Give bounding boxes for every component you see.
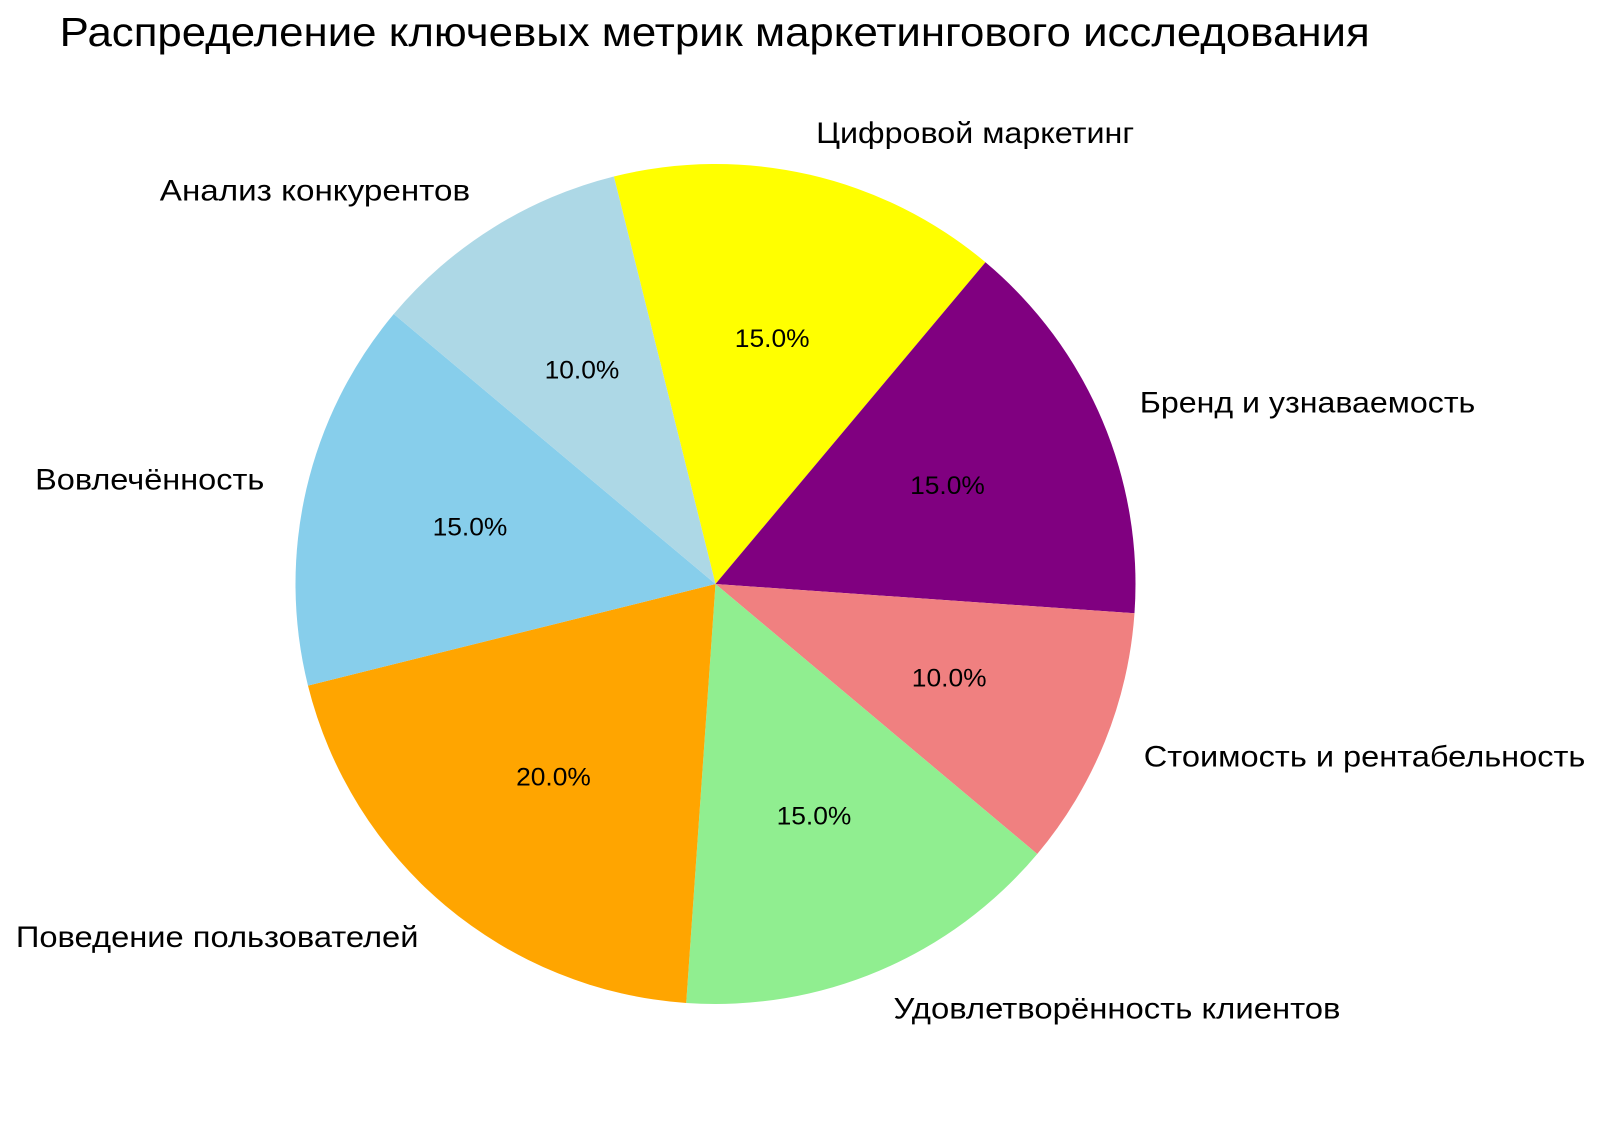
- svg-text:20.0%: 20.0%: [516, 763, 591, 791]
- svg-text:15.0%: 15.0%: [910, 472, 985, 500]
- svg-text:15.0%: 15.0%: [777, 802, 852, 830]
- svg-text:15.0%: 15.0%: [735, 325, 810, 353]
- svg-text:Бренд и узнаваемость: Бренд и узнаваемость: [1140, 387, 1476, 420]
- svg-text:Цифровой маркетинг: Цифровой маркетинг: [816, 117, 1134, 150]
- svg-text:Анализ конкурентов: Анализ конкурентов: [160, 175, 470, 208]
- svg-text:Стоимость и рентабельность: Стоимость и рентабельность: [1144, 740, 1586, 773]
- svg-text:15.0%: 15.0%: [433, 514, 508, 542]
- svg-text:Вовлечённость: Вовлечённость: [35, 463, 264, 496]
- svg-text:Распределение ключевых метрик: Распределение ключевых метрик маркетинго…: [60, 9, 1370, 55]
- svg-text:10.0%: 10.0%: [545, 357, 620, 385]
- svg-text:10.0%: 10.0%: [912, 665, 987, 693]
- svg-text:Удовлетворённость клиентов: Удовлетворённость клиентов: [894, 993, 1341, 1026]
- svg-text:Поведение пользователей: Поведение пользователей: [16, 921, 419, 954]
